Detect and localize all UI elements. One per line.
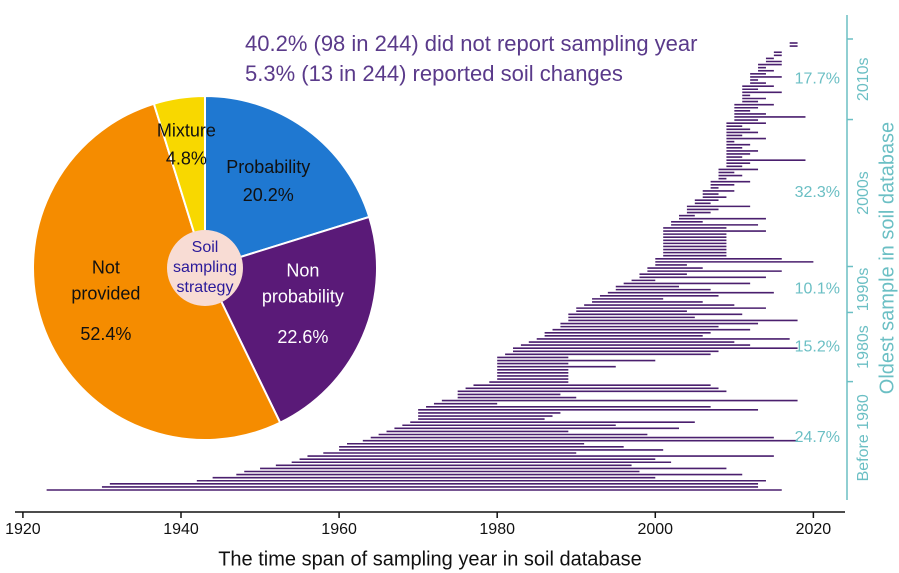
x-tick-label: 2000: [637, 521, 673, 538]
x-tick-label: 1920: [5, 521, 41, 538]
group-label: 2000s: [855, 171, 872, 215]
x-tick-label: 1940: [163, 521, 199, 538]
pie-slice: [32, 102, 282, 441]
pie-slice: [152, 94, 206, 269]
group-label: Before 1980: [855, 394, 872, 481]
pie-label: Mixture: [157, 120, 216, 140]
group-label: 1990s: [855, 268, 872, 312]
group-label: 2010s: [855, 57, 872, 101]
pie-value-label: 20.2%: [243, 185, 294, 205]
pie-center-label: Soil sampling strategy: [173, 239, 237, 296]
annotation: 40.2% (98 in 244) did not report samplin…: [245, 31, 697, 56]
x-tick-label: 2020: [796, 521, 832, 538]
annotation: 5.3% (13 in 244) reported soil changes: [245, 61, 623, 86]
group-share-label: 17.7%: [795, 70, 840, 87]
group-share-label: 24.7%: [795, 429, 840, 446]
x-tick-label: 1960: [321, 521, 357, 538]
pie-slice: [203, 215, 378, 425]
pie-label: Probability: [226, 157, 310, 177]
pie-value-label: 4.8%: [166, 148, 207, 168]
group-share-label: 15.2%: [795, 338, 840, 355]
pie-label: Not provided: [71, 257, 140, 303]
group-label: 1980s: [855, 325, 872, 369]
x-axis-label: The time span of sampling year in soil d…: [218, 548, 642, 570]
pie-center: [167, 230, 243, 306]
y2-axis-label: Oldest sample in soil database: [876, 122, 898, 394]
pie-value-label: 52.4%: [80, 324, 131, 344]
x-tick-label: 1980: [479, 521, 515, 538]
pie-value-label: 22.6%: [277, 327, 328, 347]
pie-slice: [204, 94, 371, 270]
pie-label: Non probability: [262, 260, 344, 306]
group-share-label: 32.3%: [795, 184, 840, 201]
group-share-label: 10.1%: [795, 281, 840, 298]
